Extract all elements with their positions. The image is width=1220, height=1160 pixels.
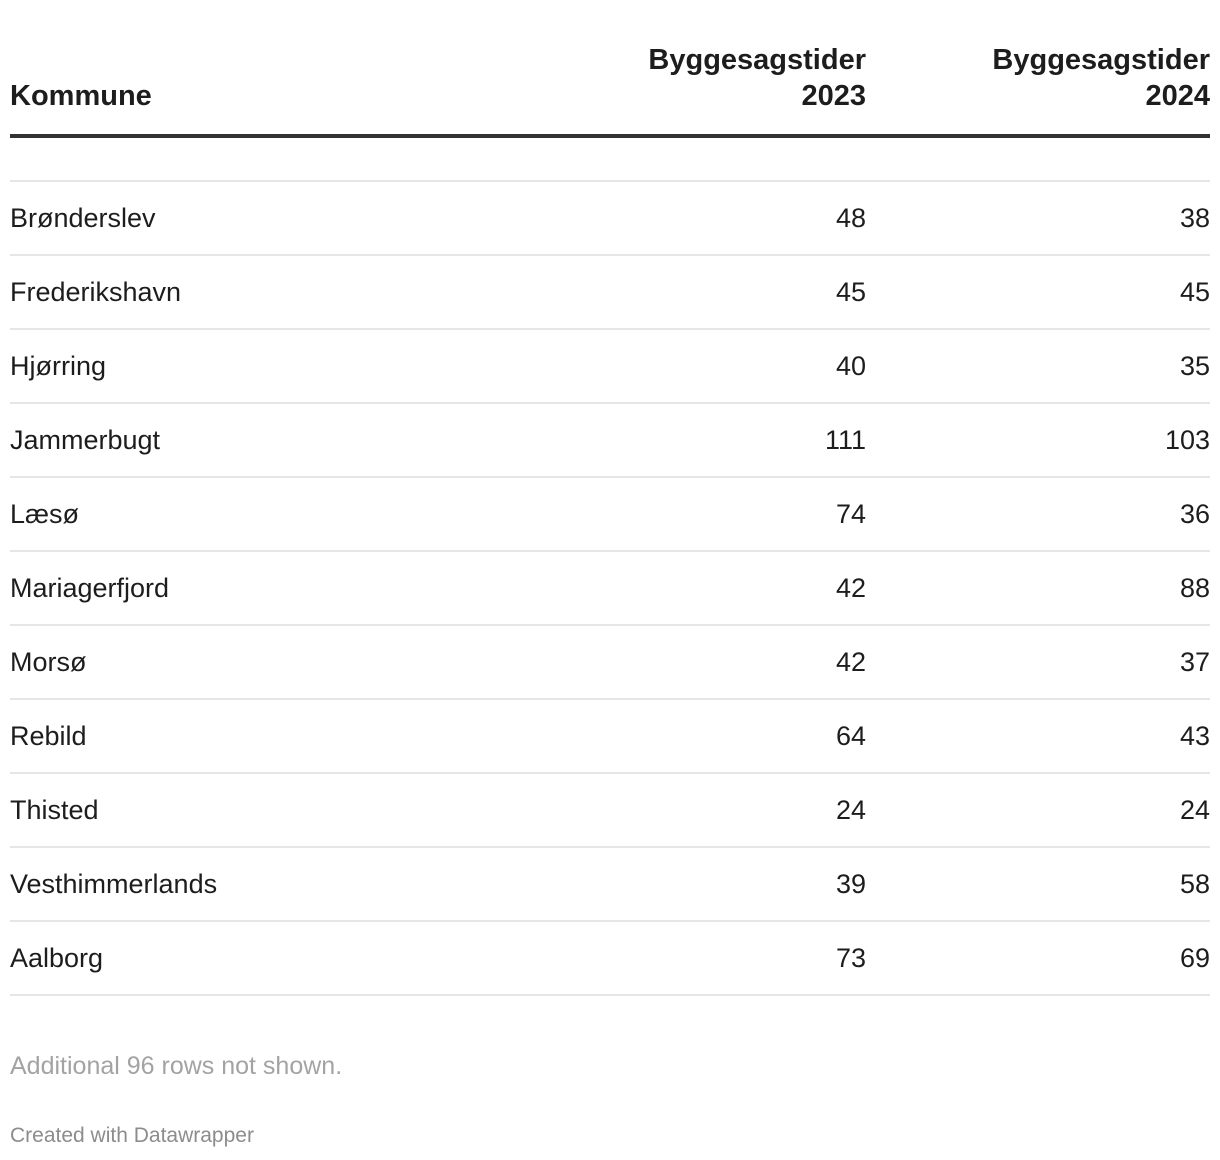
cell-2023: 24 (570, 773, 866, 848)
header-2023[interactable]: Byggesagstider 2023 (570, 0, 866, 138)
credit-line: Created with Datawrapper (10, 1124, 254, 1147)
cell-2024: 36 (866, 477, 1210, 552)
cell-2023: 42 (570, 625, 866, 700)
cell-kommune: Hjørring (10, 329, 570, 404)
table-row: Læsø 74 36 (10, 477, 1210, 552)
cell-2024: 38 (866, 181, 1210, 256)
table-row: Rebild 64 43 (10, 699, 1210, 774)
cell-2024: 69 (866, 921, 1210, 996)
cell-2024: 24 (866, 773, 1210, 848)
cell-kommune: Thisted (10, 773, 570, 848)
table-row: Morsø 42 37 (10, 625, 1210, 700)
cell-2024: 37 (866, 625, 1210, 700)
table-row: Aalborg 73 69 (10, 921, 1210, 996)
table-row: Vesthimmerlands 39 58 (10, 847, 1210, 922)
table-row: Thisted 24 24 (10, 773, 1210, 848)
cell-2024: 88 (866, 551, 1210, 626)
cell-2023: 40 (570, 329, 866, 404)
table-chart: Kommune Byggesagstider 2023 Byggesagstid… (10, 0, 1210, 1147)
spacer-row (10, 136, 1210, 182)
cell-kommune: Jammerbugt (10, 403, 570, 478)
header-kommune[interactable]: Kommune (10, 0, 570, 138)
cell-2023: 45 (570, 255, 866, 330)
cell-2023: 48 (570, 181, 866, 256)
cell-2023: 74 (570, 477, 866, 552)
spacer-cell (10, 136, 1210, 182)
cell-2023: 111 (570, 403, 866, 478)
cell-kommune: Aalborg (10, 921, 570, 996)
cell-2023: 42 (570, 551, 866, 626)
cell-kommune: Vesthimmerlands (10, 847, 570, 922)
cell-kommune: Frederikshavn (10, 255, 570, 330)
cell-2023: 39 (570, 847, 866, 922)
data-table: Kommune Byggesagstider 2023 Byggesagstid… (10, 0, 1210, 996)
cell-2024: 103 (866, 403, 1210, 478)
header-2024-line-1: Byggesagstider (992, 44, 1210, 76)
table-header: Kommune Byggesagstider 2023 Byggesagstid… (10, 0, 1210, 138)
cell-2024: 35 (866, 329, 1210, 404)
footer-note: Additional 96 rows not shown. (10, 1052, 343, 1080)
header-2023-line-2: 2023 (801, 80, 866, 112)
cell-2024: 43 (866, 699, 1210, 774)
header-row: Kommune Byggesagstider 2023 Byggesagstid… (10, 0, 1210, 138)
table-row: Jammerbugt 111 103 (10, 403, 1210, 478)
header-2023-line-1: Byggesagstider (648, 44, 866, 76)
cell-2024: 45 (866, 255, 1210, 330)
cell-2024: 58 (866, 847, 1210, 922)
table-row: Brønderslev 48 38 (10, 181, 1210, 256)
cell-2023: 64 (570, 699, 866, 774)
cell-kommune: Brønderslev (10, 181, 570, 256)
cell-kommune: Mariagerfjord (10, 551, 570, 626)
header-2024-line-2: 2024 (1145, 80, 1210, 112)
cell-kommune: Læsø (10, 477, 570, 552)
cell-kommune: Morsø (10, 625, 570, 700)
header-kommune-line-1: Kommune (10, 80, 152, 112)
cell-2023: 73 (570, 921, 866, 996)
table-row: Frederikshavn 45 45 (10, 255, 1210, 330)
header-2024[interactable]: Byggesagstider 2024 (866, 0, 1210, 138)
cell-kommune: Rebild (10, 699, 570, 774)
table-row: Hjørring 40 35 (10, 329, 1210, 404)
table-row: Mariagerfjord 42 88 (10, 551, 1210, 626)
table-body: Brønderslev 48 38 Frederikshavn 45 45 Hjørring… (10, 136, 1210, 996)
